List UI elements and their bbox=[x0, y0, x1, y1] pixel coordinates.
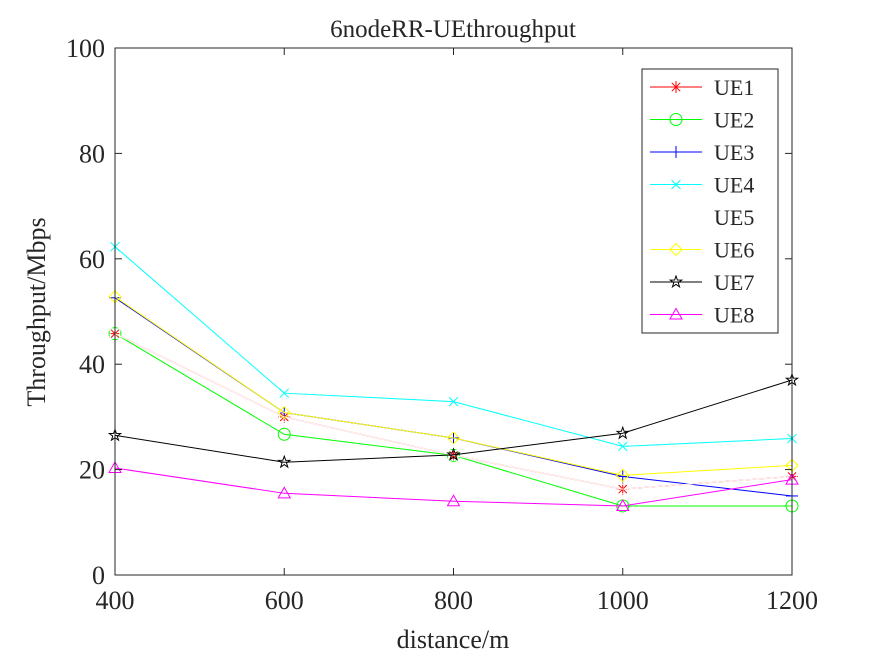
axes-layer: 400 600 800 1000 1200 0 20 40 60 80 100 bbox=[66, 34, 818, 615]
legend-box bbox=[641, 68, 779, 334]
legend-item-ue4: UE4 bbox=[650, 173, 754, 198]
legend-label-ue4: UE4 bbox=[714, 173, 754, 198]
data-point-ue2-600 bbox=[277, 427, 291, 441]
data-point-ue4-800 bbox=[448, 396, 459, 407]
legend-item-ue6: UE6 bbox=[650, 238, 754, 263]
series-line-ue8 bbox=[114, 467, 793, 507]
legend-marker-ue3 bbox=[670, 146, 682, 158]
y-tick-label-60: 60 bbox=[79, 245, 105, 274]
legend-item-ue1: UE1 bbox=[650, 75, 754, 100]
legend-item-ue5: UE5 bbox=[650, 205, 754, 230]
y-tick-label-40: 40 bbox=[79, 350, 105, 379]
series-line-ue6 bbox=[114, 296, 793, 476]
data-point-ue6-1000 bbox=[616, 468, 630, 483]
data-point-ue4-1000 bbox=[617, 441, 628, 452]
legend-label-ue1: UE1 bbox=[714, 75, 754, 100]
legend-item-ue7: UE7 bbox=[650, 270, 754, 295]
legend-marker-ue7 bbox=[668, 274, 684, 289]
y-axis-label: Throughput/Mbps bbox=[22, 217, 51, 406]
data-point-ue7-1000 bbox=[615, 425, 630, 440]
data-point-ue4-600 bbox=[279, 388, 290, 399]
legend-marker-ue2 bbox=[669, 113, 683, 126]
x-tick-label-800: 800 bbox=[434, 586, 473, 615]
legend: UE1 UE2 UE3 UE4 UE5 UE6 UE7 UE8 bbox=[641, 68, 779, 334]
y-tick-label-80: 80 bbox=[79, 139, 105, 168]
y-tick-label-20: 20 bbox=[79, 456, 105, 485]
data-point-ue7-600 bbox=[277, 454, 292, 469]
series-line-ue7 bbox=[114, 379, 793, 463]
chart-title: 6nodeRR-UEthroughput bbox=[330, 16, 576, 43]
legend-label-ue3: UE3 bbox=[714, 140, 754, 165]
x-tick-label-1200: 1200 bbox=[766, 586, 818, 615]
data-point-ue8-1000 bbox=[615, 498, 630, 511]
series-ue8 bbox=[108, 461, 799, 511]
data-point-ue7-800 bbox=[446, 447, 461, 461]
legend-label-ue6: UE6 bbox=[714, 238, 754, 263]
y-tick-label-0: 0 bbox=[92, 561, 105, 590]
series-line-ue5 bbox=[114, 333, 793, 490]
legend-item-ue8: UE8 bbox=[650, 303, 754, 328]
legend-marker-ue4 bbox=[671, 179, 681, 190]
data-point-ue6-600 bbox=[277, 405, 291, 420]
x-axis-label: distance/m bbox=[397, 625, 510, 654]
legend-marker-ue8 bbox=[669, 307, 683, 320]
series-ue6 bbox=[108, 290, 799, 483]
x-tick-label-1000: 1000 bbox=[597, 586, 649, 615]
data-point-ue6-800 bbox=[446, 431, 461, 445]
x-tick-label-600: 600 bbox=[265, 586, 304, 615]
legend-marker-ue5 bbox=[670, 211, 682, 223]
data-point-ue8-800 bbox=[446, 494, 461, 507]
data-point-ue5-1000 bbox=[617, 483, 629, 495]
legend-label-ue5: UE5 bbox=[714, 205, 754, 230]
legend-label-ue2: UE2 bbox=[714, 108, 754, 133]
legend-label-ue8: UE8 bbox=[714, 303, 754, 328]
data-point-ue8-600 bbox=[277, 486, 292, 499]
series-ue4 bbox=[110, 241, 797, 452]
legend-marker-ue6 bbox=[669, 242, 683, 257]
legend-item-ue3: UE3 bbox=[650, 140, 754, 165]
x-tick-label-400: 400 bbox=[96, 586, 135, 615]
legend-item-ue2: UE2 bbox=[650, 108, 754, 133]
legend-marker-ue1 bbox=[670, 81, 682, 93]
data-point-ue3-1000 bbox=[616, 470, 629, 483]
legend-label-ue7: UE7 bbox=[714, 270, 754, 295]
y-tick-label-100: 100 bbox=[66, 34, 105, 63]
series-layer bbox=[107, 241, 800, 513]
